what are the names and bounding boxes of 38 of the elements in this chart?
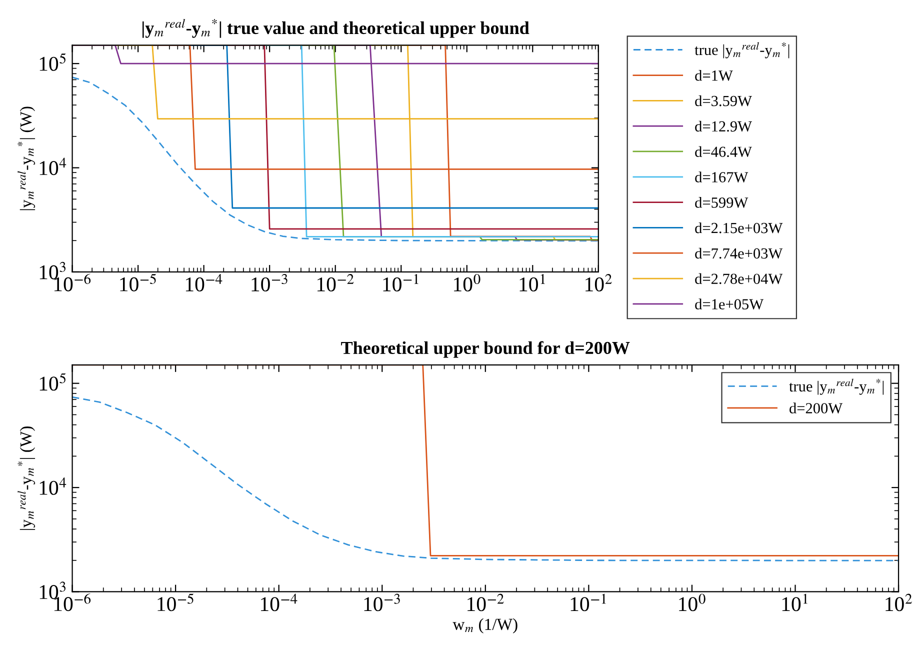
legend-label: d=599W — [695, 197, 748, 208]
y-tick-label: 10$^{4}$ — [40, 158, 66, 176]
x-axis-title: w$_{m}$ (1/W) — [452, 618, 518, 634]
legend-label: d=3.59W — [695, 95, 752, 106]
legend-label: d=7.74e+03W — [695, 248, 783, 259]
legend-label: d=167W — [695, 172, 748, 182]
y-axis-title: |y$_{m}$$^{real}$-y$_{m}$$^{*}$| (W) — [18, 426, 36, 530]
x-tick-label: 10$^{2}$ — [886, 594, 912, 612]
chart-title: Theoretical upper bound for d=200W — [341, 341, 630, 358]
x-tick-label: 10$^{1}$ — [520, 274, 545, 292]
x-tick-label: 10$^{−5}$ — [158, 594, 194, 612]
legend-label: d=2.15e+03W — [695, 222, 783, 234]
x-tick-label: 10$^{−2}$ — [317, 274, 354, 292]
y-tick-label: 10$^{5}$ — [40, 53, 66, 71]
x-tick-label: 10$^{−4}$ — [186, 274, 222, 292]
y-tick-label: 10$^{4}$ — [40, 477, 66, 495]
y-tick-label: 10$^{5}$ — [40, 373, 66, 391]
x-tick-label: 10$^{0}$ — [454, 274, 480, 292]
x-tick-label: 10$^{−2}$ — [468, 594, 504, 612]
x-tick-label: 10$^{1}$ — [782, 594, 808, 612]
legend-label: d=1W — [695, 70, 733, 81]
legend-label: d=1e+05W — [695, 298, 764, 310]
legend-label: d=200W — [790, 402, 843, 414]
x-tick-label: 10$^{−5}$ — [120, 274, 156, 292]
chart-title: |y$_{m}$$^{real}$-y$_{m}$$^{*}$| true value and theoretical upper bound — [142, 18, 530, 38]
x-tick-label: 10$^{−3}$ — [364, 594, 400, 612]
x-tick-label: 10$^{−4}$ — [260, 594, 298, 612]
x-tick-label: 10$^{−3}$ — [252, 274, 288, 292]
legend-label: d=46.4W — [695, 146, 752, 158]
legend-label: true |y$_{m}$$^{real}$-y$_{m}$$^{*}$| — [789, 378, 884, 395]
x-tick-label: 10$^{0}$ — [679, 594, 706, 612]
x-tick-label: 10$^{2}$ — [586, 274, 612, 292]
legend-label: true |y$_{m}$$^{real}$-y$_{m}$$^{*}$| — [694, 42, 790, 58]
x-tick-label: 10$^{−1}$ — [383, 274, 418, 292]
legend-label: d=2.78e+04W — [695, 273, 783, 284]
legend-label: d=12.9W — [695, 120, 752, 132]
y-axis-title: |y$_{m}$$^{real}$-y$_{m}$$^{*}$| (W) — [18, 106, 36, 210]
x-tick-label: 10$^{−1}$ — [570, 594, 606, 612]
